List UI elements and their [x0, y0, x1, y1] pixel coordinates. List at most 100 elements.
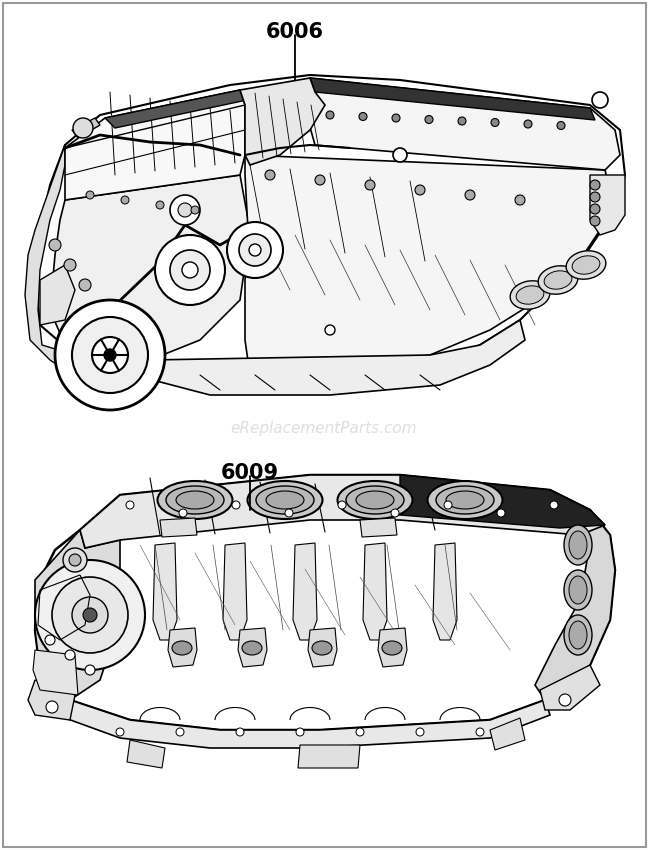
Ellipse shape [516, 286, 544, 304]
Circle shape [393, 148, 407, 162]
Ellipse shape [337, 481, 413, 519]
Circle shape [52, 577, 128, 653]
Polygon shape [25, 145, 75, 370]
Circle shape [359, 112, 367, 121]
Circle shape [550, 501, 558, 509]
Polygon shape [80, 475, 605, 548]
Ellipse shape [436, 486, 494, 514]
Ellipse shape [564, 570, 592, 610]
Ellipse shape [382, 641, 402, 655]
Circle shape [265, 170, 275, 180]
Circle shape [249, 244, 261, 256]
Text: eReplacementParts.com: eReplacementParts.com [230, 421, 417, 435]
Polygon shape [238, 628, 267, 667]
Circle shape [285, 509, 293, 517]
Circle shape [236, 728, 244, 736]
Circle shape [227, 222, 283, 278]
Ellipse shape [242, 641, 262, 655]
Circle shape [155, 235, 225, 305]
Ellipse shape [569, 621, 587, 649]
Circle shape [391, 509, 399, 517]
Circle shape [296, 728, 304, 736]
Circle shape [392, 114, 400, 122]
Circle shape [191, 206, 199, 214]
Text: 6009: 6009 [221, 463, 279, 483]
Ellipse shape [564, 615, 592, 655]
Polygon shape [160, 518, 197, 537]
Text: 6006: 6006 [266, 22, 324, 42]
Circle shape [425, 116, 433, 123]
Circle shape [63, 548, 87, 572]
Polygon shape [35, 530, 120, 700]
Circle shape [85, 665, 95, 675]
Circle shape [458, 117, 466, 125]
Polygon shape [240, 78, 325, 165]
Polygon shape [50, 175, 250, 360]
Circle shape [497, 509, 505, 517]
Circle shape [116, 728, 124, 736]
Circle shape [315, 175, 325, 185]
Circle shape [559, 694, 571, 706]
Circle shape [326, 111, 334, 119]
Polygon shape [35, 75, 625, 390]
Circle shape [170, 195, 200, 225]
Circle shape [557, 122, 565, 129]
Circle shape [356, 728, 364, 736]
Polygon shape [35, 475, 615, 730]
Ellipse shape [566, 251, 606, 279]
Circle shape [590, 192, 600, 202]
Polygon shape [168, 628, 197, 667]
Circle shape [524, 120, 532, 128]
Ellipse shape [266, 491, 304, 509]
Polygon shape [127, 740, 165, 768]
Circle shape [121, 196, 129, 204]
Circle shape [491, 118, 499, 127]
Polygon shape [40, 690, 550, 748]
Ellipse shape [256, 486, 314, 514]
Ellipse shape [569, 531, 587, 559]
Circle shape [55, 300, 165, 410]
Circle shape [156, 201, 164, 209]
Circle shape [444, 501, 452, 509]
Ellipse shape [510, 280, 550, 309]
Circle shape [515, 195, 525, 205]
Polygon shape [153, 543, 177, 640]
Ellipse shape [166, 486, 224, 514]
Polygon shape [310, 78, 595, 120]
Circle shape [72, 597, 108, 633]
Ellipse shape [247, 481, 323, 519]
Ellipse shape [538, 266, 578, 294]
Polygon shape [433, 543, 457, 640]
Polygon shape [400, 475, 605, 528]
Circle shape [104, 349, 116, 361]
Circle shape [64, 259, 76, 271]
Polygon shape [293, 543, 317, 640]
Circle shape [72, 317, 148, 393]
Polygon shape [33, 650, 78, 695]
Circle shape [182, 262, 198, 278]
Circle shape [69, 554, 81, 566]
Ellipse shape [346, 486, 404, 514]
Circle shape [365, 180, 375, 190]
Circle shape [590, 204, 600, 214]
Polygon shape [72, 118, 100, 138]
Circle shape [79, 279, 91, 291]
Ellipse shape [428, 481, 502, 519]
Polygon shape [590, 175, 625, 235]
Polygon shape [363, 543, 387, 640]
Polygon shape [535, 510, 615, 700]
Circle shape [49, 239, 61, 251]
Polygon shape [223, 543, 247, 640]
Polygon shape [378, 628, 407, 667]
Ellipse shape [312, 641, 332, 655]
Circle shape [176, 728, 184, 736]
Circle shape [170, 250, 210, 290]
Circle shape [338, 501, 346, 509]
Circle shape [232, 501, 240, 509]
Circle shape [590, 180, 600, 190]
Polygon shape [490, 718, 525, 750]
Circle shape [590, 216, 600, 226]
Circle shape [179, 509, 187, 517]
Polygon shape [298, 745, 360, 768]
Circle shape [46, 701, 58, 713]
